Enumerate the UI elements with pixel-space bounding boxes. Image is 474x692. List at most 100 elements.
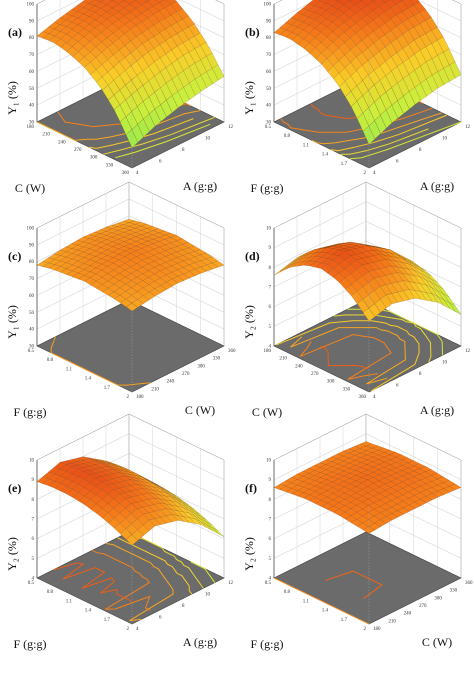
z-tick-label: 90 (266, 19, 272, 24)
y-axis-title: A (g:g) (183, 635, 217, 649)
x-axis-title: C (W) (252, 405, 282, 419)
panel-label: (e) (8, 481, 21, 495)
x-tick-label: 0.8 (47, 590, 54, 595)
z-tick-label: 40 (29, 104, 35, 109)
z-tick-label: 8 (269, 498, 272, 503)
y-tick-label: 300 (434, 596, 442, 601)
z-tick-label: 10 (266, 227, 272, 232)
x-tick-label: 0.5 (28, 349, 35, 354)
y-tick-label: 6 (396, 384, 399, 389)
z-tick-label: 100 (27, 227, 35, 232)
x-tick-label: 1.4 (85, 377, 92, 382)
x-tick-label: 300 (90, 156, 98, 161)
y-tick-label: 4 (136, 171, 139, 176)
z-tick-label: 10 (29, 459, 35, 464)
x-tick-label: 2 (364, 171, 367, 176)
x-axis-title: F (g:g) (251, 637, 284, 651)
z-tick-label: 60 (29, 70, 35, 75)
panel-f: 4567891021.71.41.10.80.51802102402703003… (242, 414, 473, 651)
y-tick-label: 6 (396, 160, 399, 165)
x-tick-label: 1.4 (322, 153, 329, 158)
z-tick-label: 9 (269, 478, 272, 483)
x-tick-label: 300 (327, 380, 335, 385)
x-tick-label: 2 (364, 627, 367, 632)
z-tick-label: 6 (269, 537, 272, 542)
z-tick-label: 90 (29, 19, 35, 24)
panel-label: (d) (245, 249, 260, 263)
y-tick-label: 12 (228, 125, 234, 130)
y-tick-label: 180 (136, 395, 144, 400)
z-tick-label: 7 (269, 518, 272, 523)
y-tick-label: 8 (182, 148, 185, 153)
x-tick-label: 210 (42, 133, 50, 138)
x-tick-label: 0.5 (28, 581, 35, 586)
x-tick-label: 2 (127, 395, 130, 400)
y-tick-label: 10 (205, 593, 211, 598)
y-tick-label: 360 (465, 581, 473, 586)
z-tick-label: 7 (32, 518, 35, 523)
panel-label: (b) (245, 25, 260, 39)
z-tick-label: 60 (29, 294, 35, 299)
x-tick-label: 240 (58, 140, 66, 145)
x-tick-label: 1.7 (341, 162, 348, 167)
y-tick-label: 6 (159, 616, 162, 621)
y-tick-label: 8 (419, 372, 422, 377)
x-tick-label: 270 (74, 148, 82, 153)
z-tick-label: 5 (32, 557, 35, 562)
x-tick-label: 360 (122, 171, 130, 176)
x-tick-label: 180 (264, 349, 272, 354)
y-tick-label: 12 (465, 125, 471, 130)
y-tick-label: 10 (205, 137, 211, 142)
z-tick-label: 80 (29, 260, 35, 265)
panel-b: 3040506070809010021.71.41.10.80.54681012… (242, 0, 471, 195)
panel-a: 3040506070809010036033030027024021018046… (5, 0, 234, 195)
y-tick-label: 210 (388, 619, 396, 624)
x-tick-label: 2 (127, 627, 130, 632)
z-tick-label: 50 (266, 87, 272, 92)
x-tick-label: 1.1 (66, 599, 73, 604)
y-tick-label: 180 (373, 627, 381, 632)
y-tick-label: 12 (465, 349, 471, 354)
z-tick-label: 100 (27, 3, 35, 8)
x-tick-label: 1.1 (303, 599, 310, 604)
z-tick-label: 80 (29, 36, 35, 41)
x-tick-label: 360 (359, 395, 367, 400)
z-tick-label: 5 (269, 325, 272, 330)
z-tick-label: 8 (32, 498, 35, 503)
x-tick-label: 1.7 (104, 618, 111, 623)
z-tick-label: 40 (266, 104, 272, 109)
z-tick-label: 8 (269, 266, 272, 271)
z-tick-label: 5 (269, 557, 272, 562)
z-tick-label: 50 (29, 311, 35, 316)
y-tick-label: 10 (442, 361, 448, 366)
x-tick-label: 180 (27, 125, 35, 130)
x-tick-label: 1.7 (104, 386, 111, 391)
x-axis-title: F (g:g) (14, 637, 47, 651)
z-tick-label: 80 (266, 36, 272, 41)
z-tick-label: 6 (32, 537, 35, 542)
y-axis-title: A (g:g) (420, 179, 454, 193)
z-tick-label: 90 (29, 243, 35, 248)
panel-label: (c) (8, 249, 21, 263)
z-tick-label: 7 (269, 286, 272, 291)
z-tick-label: 40 (29, 328, 35, 333)
x-tick-label: 0.5 (265, 581, 272, 586)
panel-label: (f) (245, 481, 257, 495)
x-tick-label: 270 (311, 372, 319, 377)
z-tick-label: 6 (269, 305, 272, 310)
y-tick-label: 4 (373, 171, 376, 176)
x-tick-label: 330 (343, 387, 351, 392)
z-tick-label: 70 (266, 53, 272, 58)
x-axis-title: F (g:g) (251, 181, 284, 195)
y-tick-label: 8 (182, 604, 185, 609)
y-tick-label: 300 (197, 364, 205, 369)
x-tick-label: 1.4 (85, 609, 92, 614)
z-axis-title: Y₁ (%) (5, 81, 19, 115)
x-tick-label: 210 (279, 357, 287, 362)
z-axis-title: Y₂ (%) (5, 537, 19, 571)
y-tick-label: 240 (167, 380, 175, 385)
